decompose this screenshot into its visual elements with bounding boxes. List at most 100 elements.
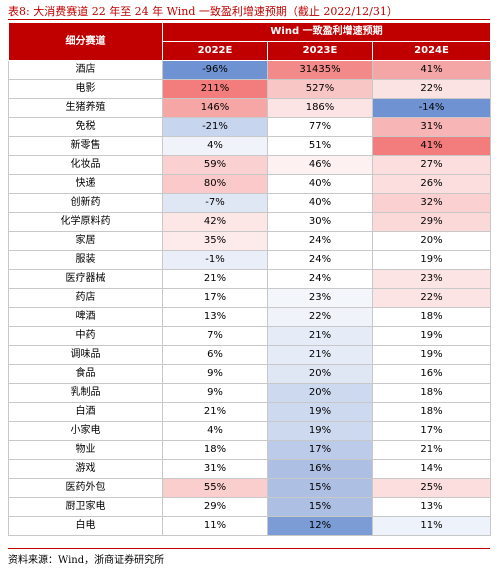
cell: 19% (267, 402, 373, 422)
row-label: 食品 (8, 364, 163, 384)
row-label: 化学原料药 (8, 212, 163, 232)
cell: 32% (371, 193, 492, 213)
cell: 21% (371, 440, 492, 460)
cell: 19% (371, 345, 492, 365)
row: 白电 11% 12% 11% (8, 516, 492, 536)
row-label: 中药 (8, 326, 163, 346)
cell: 19% (371, 326, 492, 346)
cell: 18% (162, 440, 268, 460)
cell: 20% (267, 364, 373, 384)
cell: 55% (162, 478, 268, 498)
source: 资料来源：Wind，浙商证券研究所 (8, 555, 165, 566)
row: 白酒 21% 19% 18% (8, 402, 492, 422)
cell: 77% (267, 117, 373, 137)
rule (8, 19, 490, 20)
cell: -1% (162, 250, 268, 270)
cell: 13% (162, 307, 268, 327)
cell: 13% (371, 497, 492, 517)
row-label: 白酒 (8, 402, 163, 422)
cell: 21% (162, 269, 268, 289)
cell: 19% (371, 250, 492, 270)
cell: 23% (371, 269, 492, 289)
row: 厨卫家电 29% 15% 13% (8, 497, 492, 517)
row: 创新药 -7% 40% 32% (8, 193, 492, 213)
cell: 41% (371, 136, 492, 156)
cell: 18% (371, 402, 492, 422)
row: 游戏 31% 16% 14% (8, 459, 492, 479)
cell: 51% (267, 136, 373, 156)
cell: 46% (267, 155, 373, 175)
cell: 18% (371, 307, 492, 327)
cell: 9% (162, 383, 268, 403)
row: 乳制品 9% 20% 18% (8, 383, 492, 403)
cell: 80% (162, 174, 268, 194)
cell: 27% (371, 155, 492, 175)
cell: 7% (162, 326, 268, 346)
cell: 42% (162, 212, 268, 232)
rule (8, 548, 490, 549)
table: 细分赛道 Wind 一致盈利增速预期 2022E 2023E 2024E 酒店 -96… (8, 22, 492, 536)
row: 服装 -1% 24% 19% (8, 250, 492, 270)
cell: 15% (267, 497, 373, 517)
row: 啤酒 13% 22% 18% (8, 307, 492, 327)
title: 表8: 大消费赛道 22 年至 24 年 Wind 一致盈利增速预期（截止 20… (8, 5, 398, 18)
row-label: 白电 (8, 516, 163, 536)
row: 物业 18% 17% 21% (8, 440, 492, 460)
row-label: 游戏 (8, 459, 163, 479)
row: 医药外包 55% 15% 25% (8, 478, 492, 498)
row: 化妆品 59% 46% 27% (8, 155, 492, 175)
cell: -7% (162, 193, 268, 213)
cell: -96% (162, 60, 268, 80)
cell: 4% (162, 136, 268, 156)
row-label: 医疗器械 (8, 269, 163, 289)
cell: 6% (162, 345, 268, 365)
row-label: 物业 (8, 440, 163, 460)
cell: 41% (371, 60, 492, 80)
row: 食品 9% 20% 16% (8, 364, 492, 384)
cell: 16% (267, 459, 373, 479)
row-label: 药店 (8, 288, 163, 308)
cell: -21% (162, 117, 268, 137)
cell: 12% (267, 516, 373, 536)
row: 电影 211% 527% 22% (8, 79, 492, 99)
cell: 17% (267, 440, 373, 460)
cell: 186% (267, 98, 373, 118)
cell: 22% (267, 307, 373, 327)
cell: 31% (371, 117, 492, 137)
cell: 21% (267, 345, 373, 365)
row: 小家电 4% 19% 17% (8, 421, 492, 441)
row-label: 家居 (8, 231, 163, 251)
cell: 15% (267, 478, 373, 498)
cell: 11% (162, 516, 268, 536)
cell: 18% (371, 383, 492, 403)
cell: 19% (267, 421, 373, 441)
cell: 29% (162, 497, 268, 517)
cell: 24% (267, 231, 373, 251)
cell: 20% (371, 231, 492, 251)
row-label: 服装 (8, 250, 163, 270)
cell: 40% (267, 193, 373, 213)
cell: 17% (162, 288, 268, 308)
cell: 25% (371, 478, 492, 498)
header-year: 2023E (267, 41, 373, 61)
cell: 35% (162, 231, 268, 251)
row-label: 小家电 (8, 421, 163, 441)
row: 免税 -21% 77% 31% (8, 117, 492, 137)
row-label: 化妆品 (8, 155, 163, 175)
cell: 29% (371, 212, 492, 232)
cell: 16% (371, 364, 492, 384)
header-first: 细分赛道 (8, 22, 163, 61)
row: 医疗器械 21% 24% 23% (8, 269, 492, 289)
row-label: 乳制品 (8, 383, 163, 403)
cell: 24% (267, 250, 373, 270)
cell: 4% (162, 421, 268, 441)
cell: 9% (162, 364, 268, 384)
cell: 17% (371, 421, 492, 441)
row-label: 啤酒 (8, 307, 163, 327)
cell: 14% (371, 459, 492, 479)
row: 化学原料药 42% 30% 29% (8, 212, 492, 232)
row-label: 电影 (8, 79, 163, 99)
row: 生猪养殖 146% 186% -14% (8, 98, 492, 118)
cell: 23% (267, 288, 373, 308)
